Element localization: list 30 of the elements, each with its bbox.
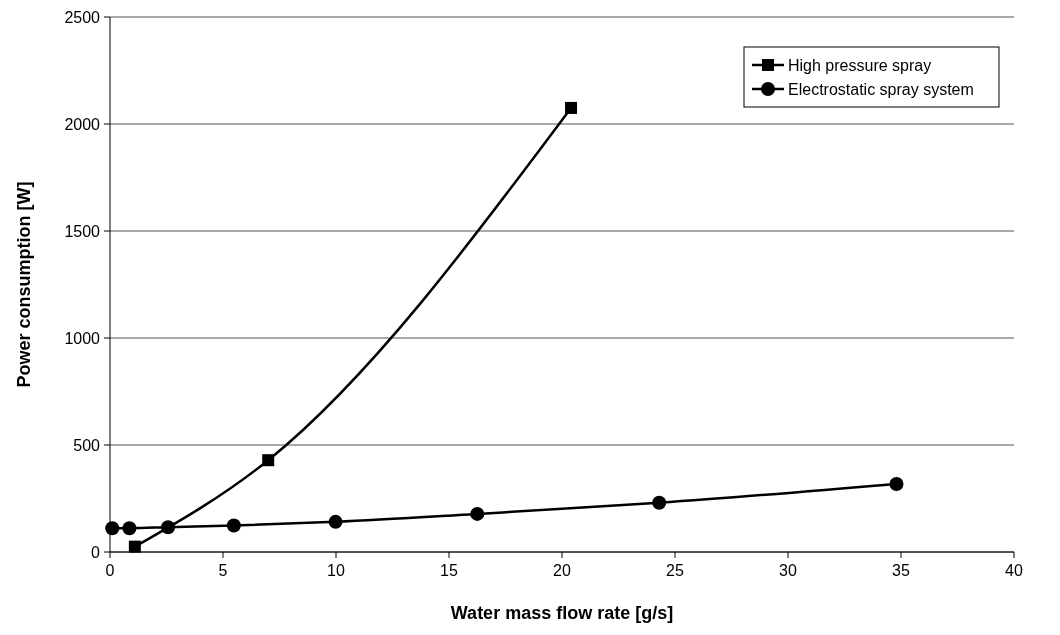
- point: [652, 495, 667, 510]
- y-tick-label: 2000: [64, 116, 101, 133]
- point: [161, 520, 176, 535]
- y-tick-label: 1500: [64, 223, 101, 240]
- x-tick-label: 10: [327, 562, 345, 579]
- x-tick-label: 30: [779, 562, 797, 579]
- x-tick-label: 5: [218, 562, 228, 579]
- x-axis-title: Water mass flow rate [g/s]: [450, 603, 674, 623]
- point: [565, 101, 578, 114]
- x-tick-label: 15: [440, 562, 458, 579]
- y-tick-label: 2500: [64, 9, 101, 26]
- point: [122, 521, 137, 536]
- point: [470, 506, 485, 521]
- legend-label: High pressure spray: [788, 57, 932, 74]
- point: [262, 454, 275, 467]
- point: [105, 521, 120, 536]
- y-tick-label: 500: [73, 437, 101, 454]
- point: [328, 514, 343, 529]
- y-tick-label: 1000: [64, 330, 101, 347]
- legend-label: Electrostatic spray system: [788, 81, 974, 98]
- y-axis-title: Power consumption [W]: [14, 181, 34, 388]
- x-tick-label: 40: [1005, 562, 1023, 579]
- point: [128, 540, 141, 553]
- x-tick-label: 20: [553, 562, 571, 579]
- y-tick-label: 0: [91, 544, 101, 561]
- point: [889, 476, 904, 491]
- x-tick-label: 35: [892, 562, 910, 579]
- x-tick-label: 25: [666, 562, 684, 579]
- x-tick-label: 0: [105, 562, 115, 579]
- point: [226, 518, 241, 533]
